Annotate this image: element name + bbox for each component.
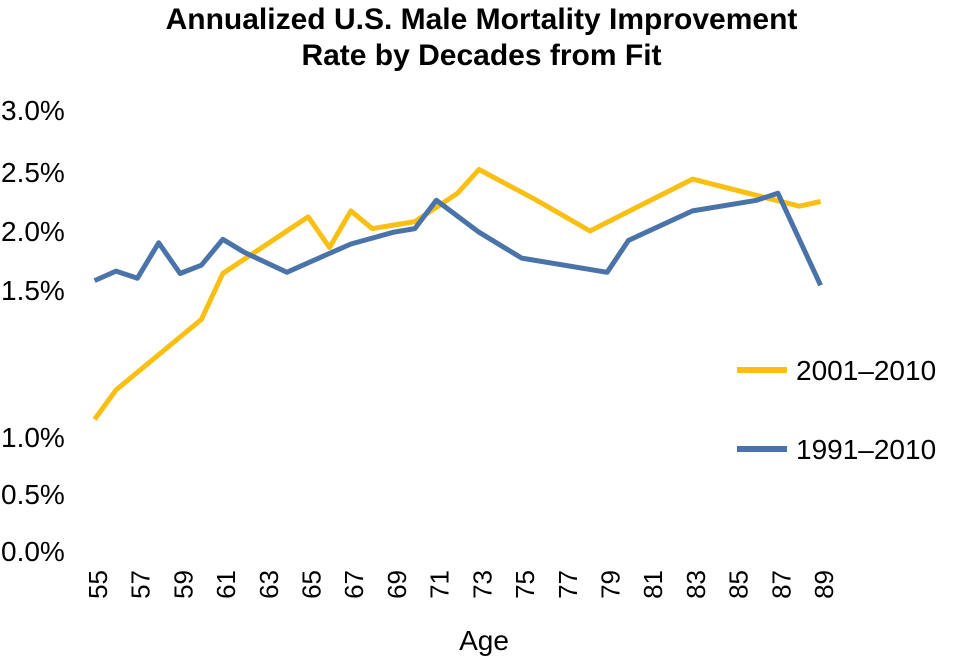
chart-title: Annualized U.S. Male Mortality Improveme…	[0, 2, 963, 74]
y-tick-label: 0.0%	[1, 536, 65, 567]
x-tick-label: 79	[595, 570, 625, 599]
x-tick-label: 77	[553, 570, 583, 599]
y-tick-label: 3.0%	[1, 95, 65, 126]
legend-label: 2001–2010	[796, 355, 936, 386]
chart-title-line-1: Annualized U.S. Male Mortality Improveme…	[165, 3, 798, 36]
x-tick-label: 89	[809, 570, 839, 599]
x-tick-label: 83	[681, 570, 711, 599]
series-line-2	[93, 190, 823, 287]
x-tick-label: 65	[297, 570, 327, 599]
legend-label: 1991–2010	[796, 434, 936, 465]
chart-title-line-2: Rate by Decades from Fit	[301, 39, 662, 72]
x-tick-label: 73	[467, 570, 497, 599]
x-tick-label: 69	[382, 570, 412, 599]
y-axis-ticks: 0.0% 0.5% 1.0% 1.5% 2.0% 2.5% 3.0%	[1, 95, 65, 567]
x-tick-label: 85	[724, 570, 754, 599]
legend: 2001–2010 1991–2010	[737, 355, 936, 465]
x-tick-label: 67	[339, 570, 369, 599]
x-tick-label: 61	[211, 570, 241, 599]
x-axis-ticks: 55 57 59 61 63 65 67 69 71 73 75 77 79 81 83 85 87 89	[83, 570, 839, 599]
x-tick-label: 63	[254, 570, 284, 599]
series-lines	[92, 167, 823, 421]
y-tick-label: 1.0%	[1, 422, 65, 453]
x-tick-label: 55	[83, 570, 113, 599]
series-line-1	[92, 167, 822, 421]
x-tick-label: 59	[168, 570, 198, 599]
y-tick-label: 2.5%	[1, 157, 65, 188]
x-tick-label: 81	[638, 570, 668, 599]
y-tick-label: 1.5%	[1, 275, 65, 306]
y-tick-label: 0.5%	[1, 479, 65, 510]
x-tick-label: 71	[425, 570, 455, 599]
x-tick-label: 87	[766, 570, 796, 599]
x-axis-label: Age	[459, 625, 509, 656]
y-tick-label: 2.0%	[1, 216, 65, 247]
x-tick-label: 75	[510, 570, 540, 599]
x-tick-label: 57	[126, 570, 156, 599]
